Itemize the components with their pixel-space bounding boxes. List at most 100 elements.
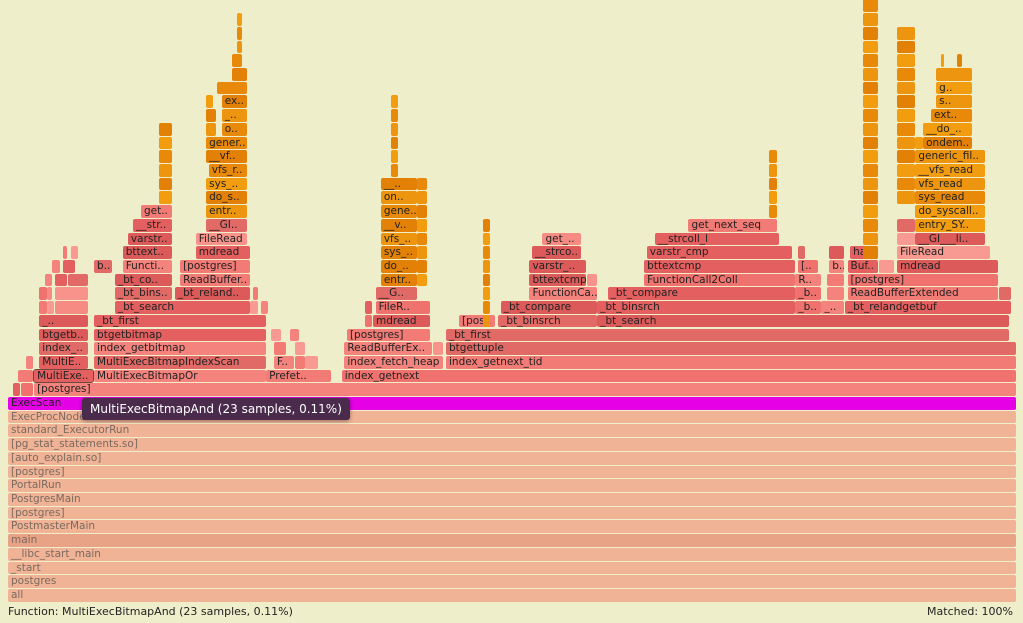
flame-frame[interactable] <box>941 54 945 67</box>
flame-frame[interactable]: generic_fil.. <box>915 150 986 163</box>
flame-frame[interactable] <box>18 369 34 383</box>
flame-frame[interactable] <box>482 259 490 273</box>
flame-frame[interactable] <box>863 40 879 54</box>
flame-frame[interactable] <box>863 68 879 81</box>
flame-frame[interactable]: MultiExecBitmapOr <box>94 369 266 383</box>
flame-frame[interactable]: _bt_compare <box>607 287 795 301</box>
flame-frame[interactable]: [postgres] <box>847 273 999 287</box>
flame-frame[interactable] <box>897 218 915 232</box>
flame-frame[interactable]: F.. <box>273 355 295 369</box>
flame-frame[interactable] <box>417 177 428 191</box>
flame-frame[interactable]: vfs_.. <box>380 232 417 246</box>
flame-frame[interactable] <box>232 68 248 81</box>
flame-frame[interactable] <box>829 246 845 259</box>
flame-frame[interactable]: _bt_binsrch <box>498 314 597 328</box>
flame-frame[interactable]: btgettuple <box>446 342 1017 355</box>
flame-frame[interactable] <box>294 342 305 355</box>
flame-frame[interactable]: _.. <box>39 314 89 328</box>
flame-frame[interactable]: main <box>8 534 1017 547</box>
flame-frame[interactable]: gene.. <box>380 205 417 218</box>
flame-frame[interactable] <box>769 150 777 163</box>
flame-frame[interactable] <box>957 54 962 67</box>
flame-frame[interactable] <box>482 273 490 287</box>
flame-frame[interactable] <box>482 314 490 328</box>
flame-frame[interactable] <box>586 273 597 287</box>
flame-frame[interactable]: PostgresMain <box>8 493 1017 506</box>
flame-frame[interactable] <box>863 232 879 246</box>
flame-frame[interactable] <box>915 136 923 150</box>
flame-frame[interactable]: __vfs_read <box>915 163 986 177</box>
flame-frame[interactable] <box>70 246 78 259</box>
flame-frame[interactable] <box>39 301 47 314</box>
flame-frame[interactable]: vfs_read <box>915 177 986 191</box>
flame-frame[interactable]: __.. <box>380 177 417 191</box>
flame-frame[interactable]: PostmasterMain <box>8 520 1017 534</box>
flame-frame[interactable]: FunctionCa.. <box>529 287 597 301</box>
flame-frame[interactable]: g.. <box>936 81 973 95</box>
flame-frame[interactable]: _bt_compare <box>500 301 597 314</box>
flame-frame[interactable]: bttextcmp <box>529 273 587 287</box>
flame-frame[interactable]: _bt_bins.. <box>114 287 172 301</box>
flame-frame[interactable] <box>863 218 879 232</box>
flame-frame[interactable] <box>417 191 428 205</box>
flame-frame[interactable] <box>863 81 879 95</box>
flame-frame[interactable] <box>878 259 894 273</box>
flame-frame[interactable] <box>159 122 172 136</box>
flame-frame[interactable]: PortalRun <box>8 479 1017 492</box>
flame-frame[interactable]: mdread <box>897 259 999 273</box>
flame-frame[interactable] <box>47 287 52 301</box>
flame-frame[interactable] <box>897 136 915 150</box>
flame-frame[interactable] <box>863 246 879 259</box>
flame-frame[interactable] <box>897 191 915 205</box>
flame-frame[interactable]: [auto_explain.so] <box>8 451 1017 465</box>
flame-frame[interactable] <box>253 287 258 301</box>
flame-frame[interactable] <box>250 301 258 314</box>
flame-frame[interactable]: __G.. <box>375 287 417 301</box>
flame-frame[interactable]: __str.. <box>133 218 172 232</box>
flame-frame[interactable] <box>769 191 777 205</box>
flame-frame[interactable] <box>54 287 89 301</box>
flame-frame[interactable] <box>482 301 490 314</box>
flame-frame[interactable] <box>391 109 399 122</box>
flame-frame[interactable]: __GI.. <box>206 218 248 232</box>
flame-frame[interactable]: sys_read <box>915 191 986 205</box>
flame-frame[interactable] <box>897 163 915 177</box>
flame-frame[interactable] <box>365 314 373 328</box>
flame-frame[interactable]: entry_SY.. <box>915 218 986 232</box>
flame-frame[interactable] <box>826 273 845 287</box>
flame-frame[interactable]: varstr.. <box>127 232 172 246</box>
flame-frame[interactable] <box>159 177 172 191</box>
flame-frame[interactable] <box>897 232 915 246</box>
flame-frame[interactable]: ReadBufferExtended <box>847 287 999 301</box>
flame-frame[interactable] <box>44 273 52 287</box>
flame-frame[interactable] <box>391 95 399 109</box>
flame-frame[interactable]: sys_.. <box>206 177 248 191</box>
flame-frame[interactable] <box>365 301 373 314</box>
flame-frame[interactable]: [postgres] <box>8 506 1017 520</box>
flame-frame[interactable]: vfs_r.. <box>208 163 248 177</box>
flame-frame[interactable] <box>897 81 915 95</box>
flame-frame[interactable]: [postgres] <box>34 383 1017 397</box>
flame-frame[interactable]: ex.. <box>221 95 248 109</box>
flame-frame[interactable] <box>863 150 879 163</box>
flame-frame[interactable]: ReadBufferEx.. <box>344 342 433 355</box>
flame-frame[interactable]: __strco.. <box>532 246 581 259</box>
flame-frame[interactable]: _bt_binsrch <box>597 301 795 314</box>
flame-frame[interactable] <box>482 232 490 246</box>
flame-frame[interactable]: _b.. <box>795 287 821 301</box>
flame-frame[interactable]: ext.. <box>930 109 973 122</box>
flame-frame[interactable]: varstr_cmp <box>646 246 793 259</box>
flame-frame[interactable]: ReadBuffer.. <box>180 273 250 287</box>
flame-frame[interactable] <box>391 136 399 150</box>
flame-frame[interactable]: __vf.. <box>206 150 248 163</box>
flame-frame[interactable] <box>863 0 879 13</box>
flame-frame[interactable] <box>863 163 879 177</box>
flame-frame[interactable] <box>482 287 490 301</box>
flame-frame[interactable]: MultiExecBitmapIndexScan <box>94 355 266 369</box>
flame-frame[interactable]: varstr_.. <box>529 259 587 273</box>
flame-frame[interactable]: b.. <box>829 259 845 273</box>
flame-frame[interactable] <box>47 301 55 314</box>
flame-frame[interactable] <box>273 342 287 355</box>
flame-frame[interactable]: _start <box>8 561 1017 575</box>
flame-frame[interactable] <box>936 68 973 81</box>
